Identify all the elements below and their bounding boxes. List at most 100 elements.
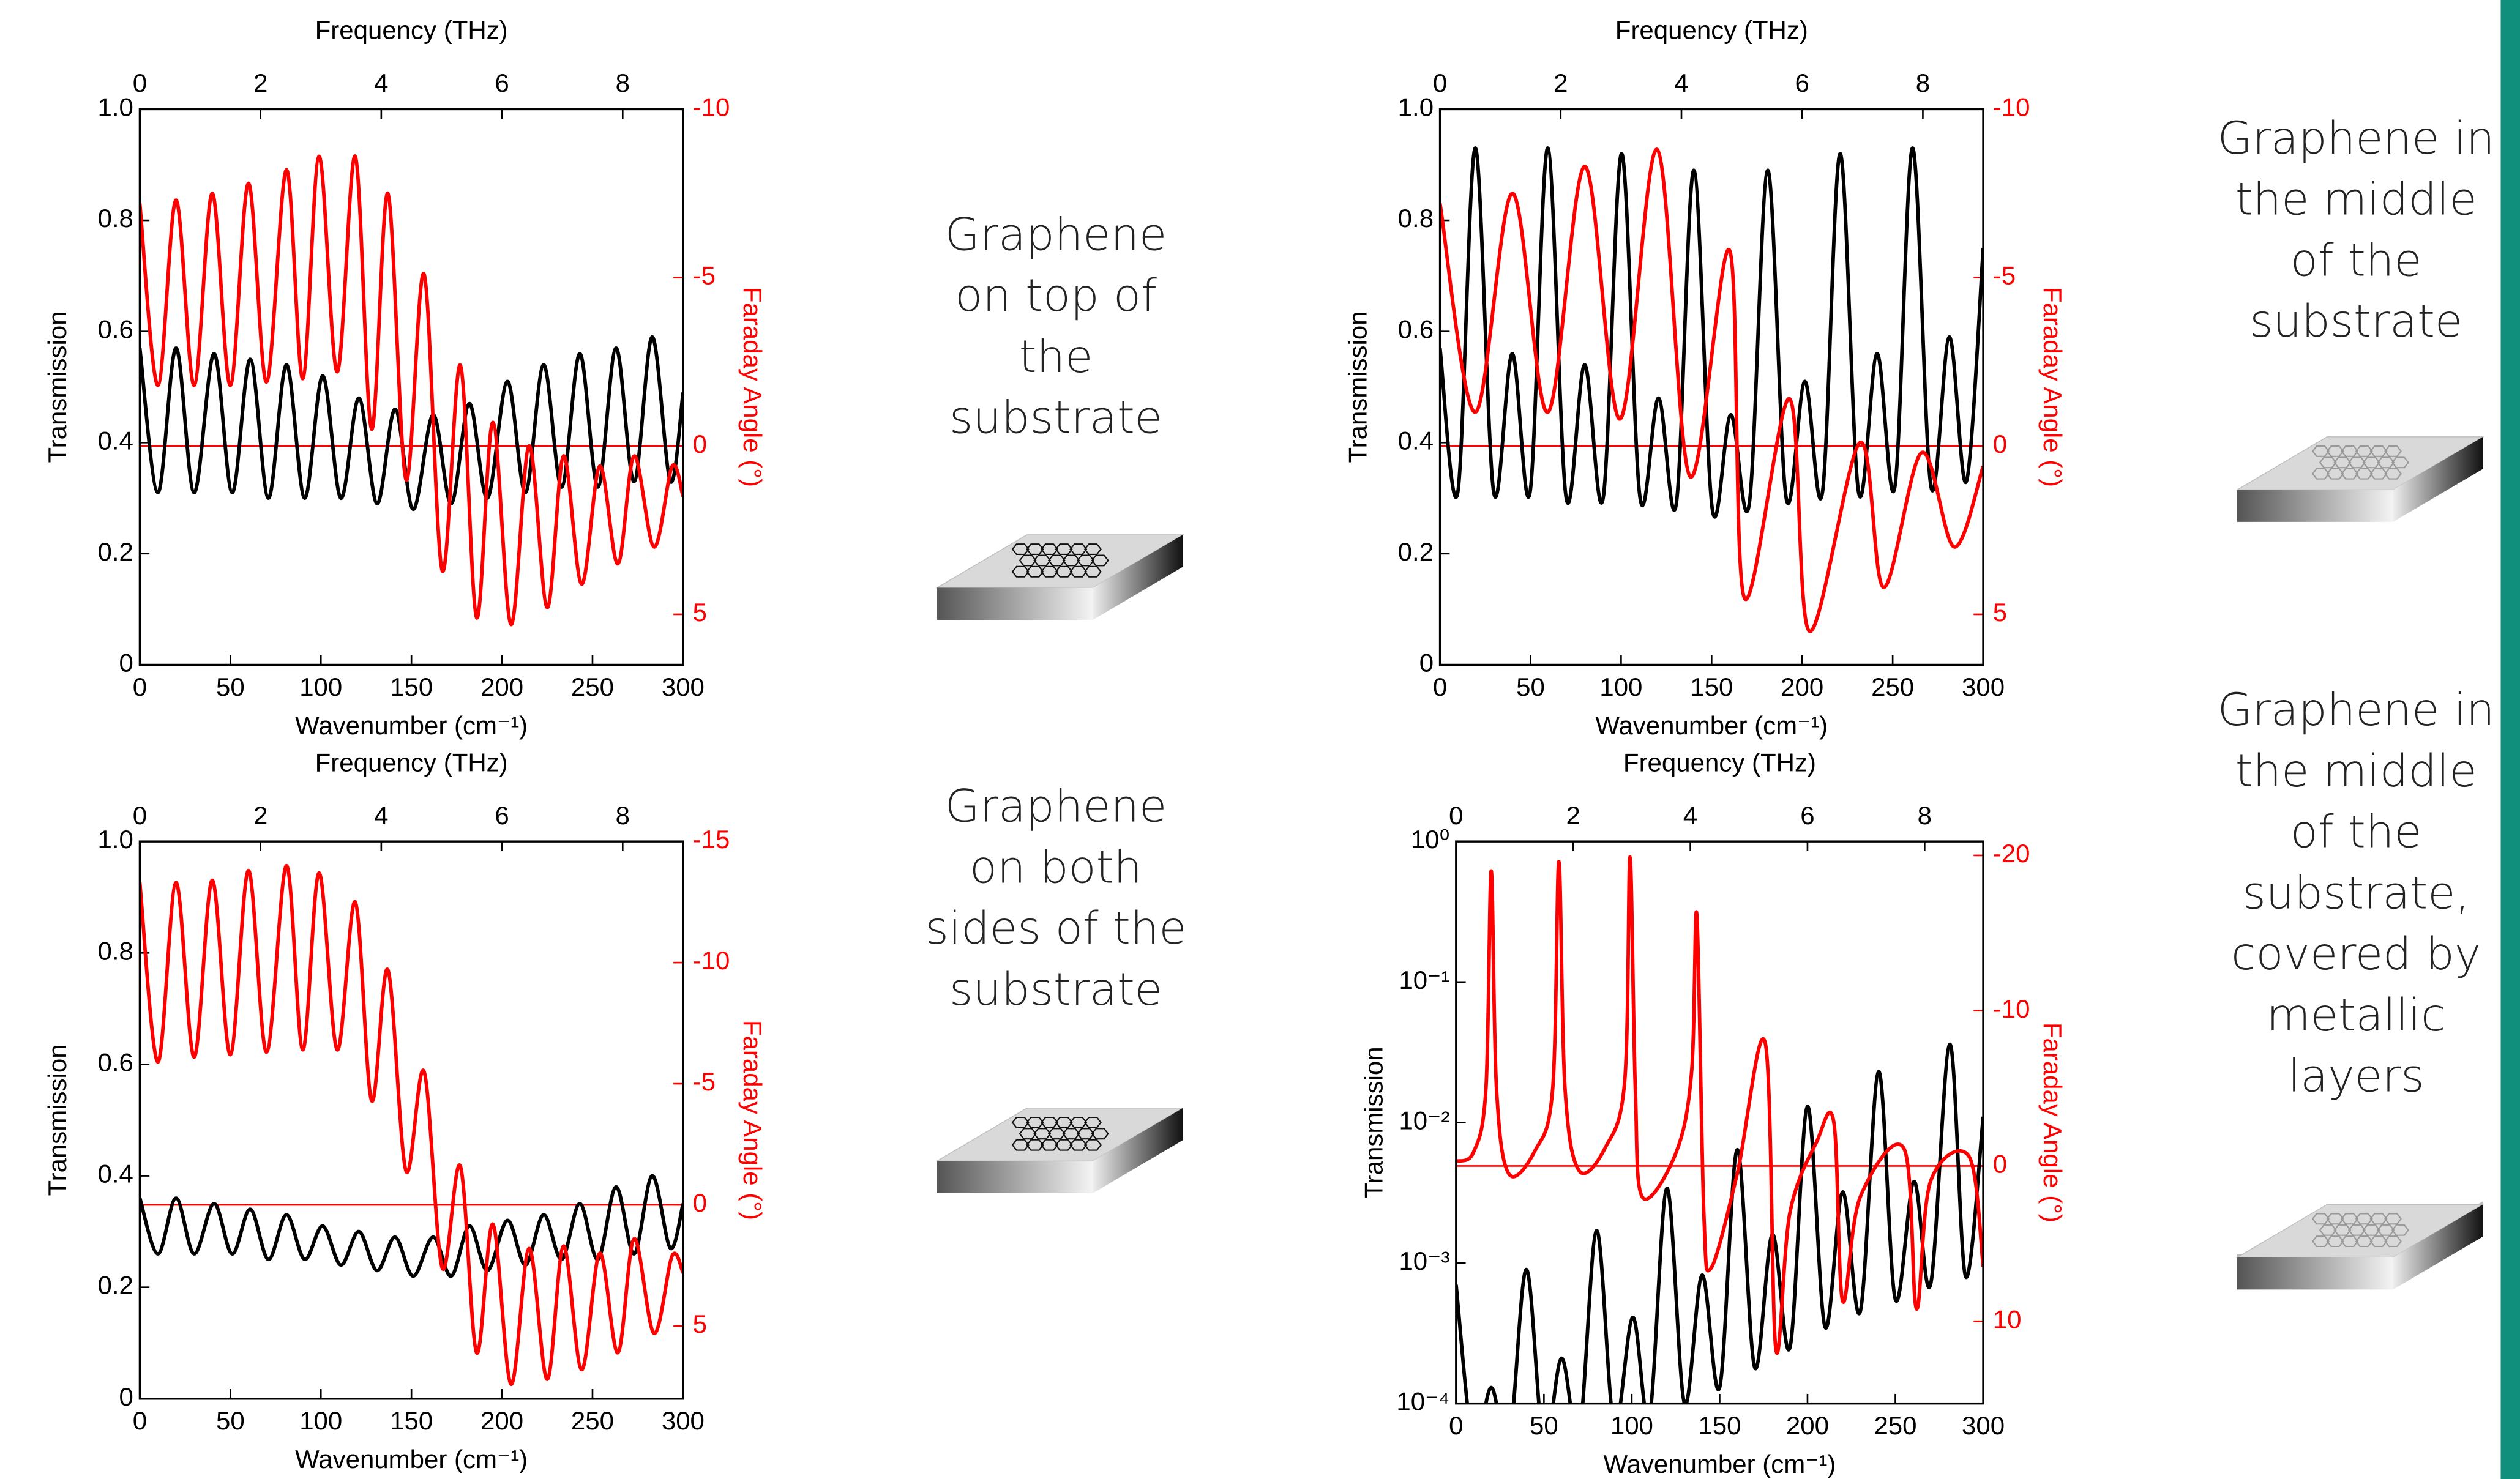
substrate-front	[2237, 1257, 2393, 1290]
series-line	[1440, 146, 1984, 519]
y2-tick-label: -5	[1993, 261, 2016, 290]
hexagon	[2311, 1235, 2330, 1248]
x-tick-label: 300	[1962, 1411, 2005, 1440]
side-bar	[2500, 0, 2520, 1479]
annotation: substrate	[949, 392, 1162, 444]
x-tick-label: 0	[133, 672, 147, 701]
annotation: the	[1019, 331, 1093, 383]
plot-frame	[138, 108, 684, 666]
x2-tick-label: 2	[253, 69, 267, 97]
panel: Frequency (THz) Wavenumber (cm⁻¹) Transmis…	[1359, 684, 2495, 1478]
hexagon	[2355, 468, 2373, 480]
annotation: sides of the	[925, 903, 1186, 955]
x-tick-label: 150	[390, 672, 433, 701]
x-tick-label: 250	[1874, 1411, 1916, 1440]
x-tick-label: 0	[1449, 1411, 1463, 1440]
annotation: of the	[2290, 234, 2422, 286]
x2-tick-label: 2	[1566, 801, 1580, 830]
hexagon	[2384, 468, 2402, 480]
series-line	[1440, 147, 1984, 633]
hexagon	[2355, 1213, 2373, 1225]
y-tick-label: 10⁻¹	[1399, 966, 1449, 994]
y-tick-label: 0.4	[98, 426, 133, 455]
hexagon	[1069, 1116, 1088, 1128]
hexagon	[2326, 468, 2344, 480]
y-tick-label: 0.2	[98, 1271, 133, 1300]
annotation: Graphene in	[2218, 684, 2495, 736]
y2-tick-label: -10	[1993, 994, 2030, 1023]
x2-tick-label: 8	[616, 801, 630, 830]
x-tick-label: 200	[480, 1406, 523, 1435]
y-tick-label: 0.6	[98, 315, 133, 344]
hexagon	[1011, 543, 1030, 555]
x2-tick-label: 0	[133, 801, 147, 830]
x-tick-label: 100	[1610, 1411, 1653, 1440]
x2-tick-label: 8	[1918, 801, 1932, 830]
hexagon	[1041, 565, 1059, 578]
x2-tick-label: 8	[1916, 69, 1930, 97]
hexagon	[2319, 456, 2337, 469]
substrate-side	[2393, 436, 2483, 522]
y2-tick-label: 0	[1993, 1150, 2007, 1179]
hexagon	[2369, 1235, 2388, 1248]
plot-frame	[1455, 840, 1984, 1405]
curves	[1456, 855, 1984, 1404]
annotation: of the	[2290, 807, 2422, 859]
hexagon	[1083, 565, 1102, 578]
x-tick-label: 50	[216, 672, 245, 701]
hexagon	[1091, 554, 1109, 567]
x2-tick-label: 6	[495, 69, 509, 97]
x2-tick-label: 6	[1800, 801, 1814, 830]
x2-tick-label: 4	[1683, 801, 1697, 830]
annotation: substrate	[949, 964, 1162, 1016]
substrate-icon	[935, 534, 1184, 620]
x2-tick-label: 0	[133, 69, 147, 97]
x-tick-label: 150	[390, 1406, 433, 1435]
series-line	[1456, 1042, 1984, 1404]
x-tick-label: 300	[662, 672, 705, 701]
y-tick-label: 0.8	[98, 936, 133, 965]
hexagon	[1041, 1139, 1059, 1151]
panel: Frequency (THz) Wavenumber (cm⁻¹) Transmis…	[1343, 16, 2494, 740]
plot-frame	[1438, 108, 1984, 666]
x2-tick-label: 6	[1795, 69, 1809, 97]
annotation: on top of	[955, 270, 1157, 322]
y2-tick-label: 5	[693, 1309, 707, 1338]
hexagon	[1026, 543, 1044, 555]
hexagon	[2384, 1235, 2402, 1248]
substrate-icon	[2235, 1201, 2485, 1290]
substrate-icon	[935, 1108, 1184, 1193]
y2-axis-label: Faraday Angle (°)	[2038, 287, 2067, 487]
curves	[140, 863, 683, 1386]
substrate-side	[1093, 534, 1183, 620]
hexagon	[1011, 1139, 1030, 1151]
y-tick-label: 1.0	[1398, 93, 1434, 122]
annotation: layers	[2288, 1051, 2425, 1103]
curves	[1440, 146, 1984, 633]
hexagon	[2384, 445, 2402, 457]
hexagon	[2355, 1235, 2373, 1248]
y-tick-label: 10⁻⁴	[1396, 1387, 1449, 1416]
y2-tick-label: -5	[693, 261, 716, 290]
y2-tick-label: 5	[693, 598, 707, 627]
annotation: Graphene in	[2218, 113, 2495, 165]
hexagon	[2341, 1213, 2359, 1225]
y-tick-label: 10⁻³	[1399, 1246, 1449, 1275]
x-tick-label: 0	[1433, 672, 1447, 701]
x2-tick-label: 8	[616, 69, 630, 97]
y-tick-label: 0.2	[1398, 537, 1434, 566]
hexagon	[1062, 554, 1080, 567]
y-tick-label: 10⁰	[1411, 825, 1450, 854]
hexagon	[1019, 1128, 1037, 1140]
hexagon	[1077, 1128, 1095, 1140]
series-line	[140, 863, 683, 1386]
hexagon	[2341, 445, 2359, 457]
y2-tick-label: -20	[1993, 839, 2030, 868]
x-axis-label: Wavenumber (cm⁻¹)	[1595, 711, 1828, 740]
x2-tick-label: 4	[1674, 69, 1688, 97]
hexagon	[2369, 1213, 2388, 1225]
annotation: metallic	[2267, 989, 2445, 1041]
hexagon	[1047, 554, 1066, 567]
x2-tick-label: 2	[253, 801, 267, 830]
